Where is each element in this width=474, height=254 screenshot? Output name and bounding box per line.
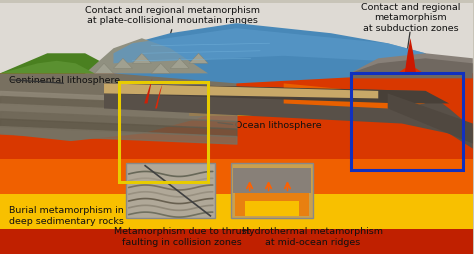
Polygon shape (113, 24, 426, 84)
Bar (0, 229, 473, 254)
Polygon shape (85, 39, 208, 74)
Bar (0, 4, 473, 74)
Text: Contact and regional
metamorphism
at subduction zones: Contact and regional metamorphism at sub… (361, 3, 460, 33)
Text: Ocean lithosphere: Ocean lithosphere (236, 121, 322, 130)
Polygon shape (94, 64, 113, 74)
Text: Metamorphism due to thrust
faulting in collision zones: Metamorphism due to thrust faulting in c… (114, 226, 250, 246)
Polygon shape (104, 84, 378, 99)
Bar (119, 83, 208, 183)
Polygon shape (113, 59, 132, 69)
Polygon shape (151, 64, 170, 74)
Polygon shape (144, 79, 152, 104)
Bar (236, 194, 309, 216)
Polygon shape (189, 54, 208, 64)
Polygon shape (189, 99, 388, 117)
Text: Continental lithosphere: Continental lithosphere (9, 76, 119, 85)
Bar (126, 164, 215, 218)
Bar (233, 168, 311, 194)
Text: Burial metamorphism in
deep sedimentary rocks: Burial metamorphism in deep sedimentary … (9, 205, 123, 225)
Polygon shape (397, 69, 424, 74)
Polygon shape (113, 29, 426, 64)
Text: Hydrothermal metamorphism
at mid-ocean ridges: Hydrothermal metamorphism at mid-ocean r… (243, 226, 383, 246)
Text: Contact and regional metamorphism
at plate-collisional mountain ranges: Contact and regional metamorphism at pla… (85, 6, 260, 25)
Polygon shape (104, 84, 449, 104)
Polygon shape (405, 39, 416, 74)
Polygon shape (350, 59, 473, 79)
Polygon shape (0, 61, 94, 74)
Bar (0, 74, 473, 254)
Polygon shape (0, 74, 237, 141)
Bar (231, 164, 313, 218)
Polygon shape (283, 84, 426, 109)
Bar (351, 74, 464, 170)
Polygon shape (155, 84, 163, 109)
Polygon shape (132, 54, 151, 64)
Bar (245, 201, 299, 216)
Polygon shape (104, 84, 473, 149)
Polygon shape (350, 54, 473, 74)
Polygon shape (170, 59, 189, 69)
Bar (0, 159, 473, 234)
Polygon shape (0, 54, 104, 74)
Bar (0, 194, 473, 244)
Polygon shape (388, 94, 473, 144)
